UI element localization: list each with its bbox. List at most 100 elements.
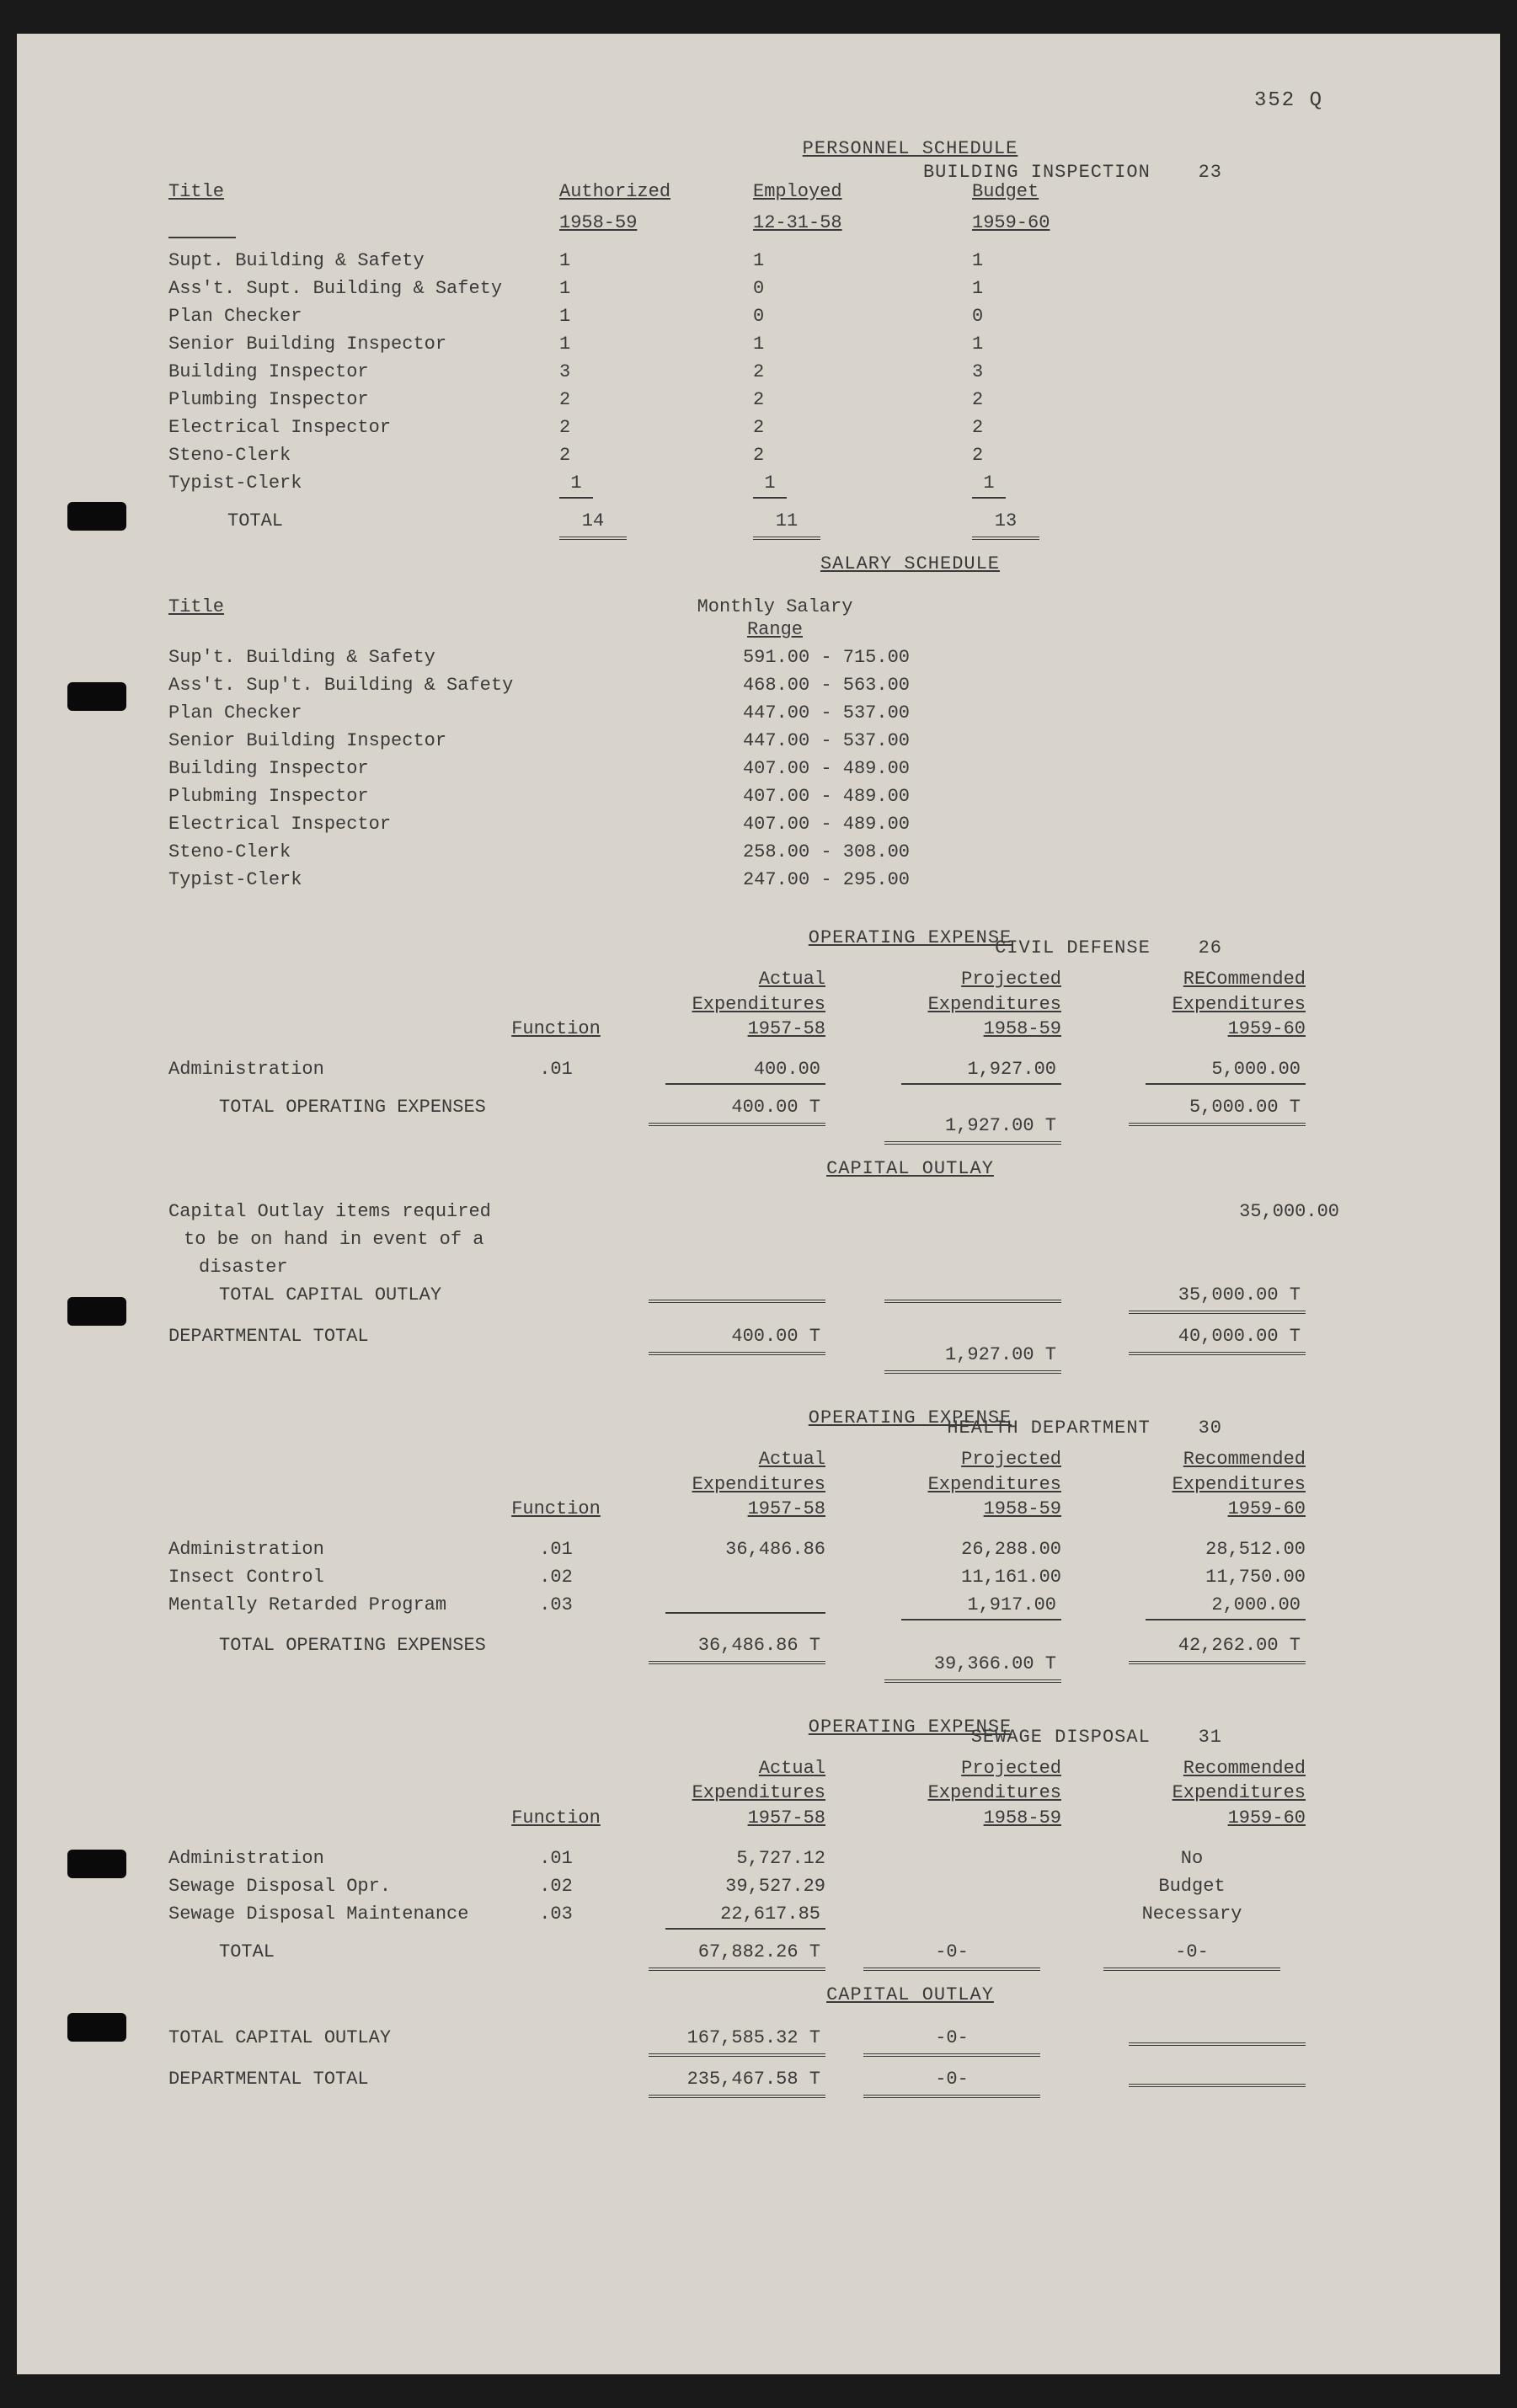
row-title: Typist-Clerk — [168, 469, 514, 499]
health-total-op: TOTAL OPERATING EXPENSES 36,486.86 T 39,… — [168, 1631, 1365, 1683]
section-title-sewage: OPERATING EXPENSE — [455, 1713, 1365, 1741]
sal-range: 591.00 - 715.00 — [640, 643, 910, 671]
sewage-op-header: Function Actual Expenditures 1957-58 Pro… — [168, 1756, 1365, 1831]
row-label: Administration — [168, 1055, 505, 1085]
row-func: .02 — [505, 1563, 606, 1591]
dept-health: HEALTH DEPARTMENT 30 — [947, 1414, 1222, 1442]
row-c3: No — [1078, 1845, 1314, 1872]
hdr-bud-year: 1959-60 — [972, 212, 1050, 233]
sal-title: Electrical Inspector — [168, 810, 640, 838]
note-l2: to be on hand in event of a — [168, 1225, 640, 1253]
hdr-c2b: Expenditures — [928, 994, 1061, 1015]
tot-c2: 1,927.00 T — [884, 1112, 1061, 1145]
row-func: .01 — [505, 1845, 606, 1872]
row-title: Electrical Inspector — [168, 414, 514, 441]
row-bud: 3 — [927, 358, 1120, 386]
sal-range: 447.00 - 537.00 — [640, 727, 910, 755]
personnel-total-row: TOTAL 14 11 13 — [168, 507, 1365, 540]
health-row: Insect Control.0211,161.0011,750.00 — [168, 1563, 1365, 1591]
tot-c2: 39,366.00 T — [884, 1650, 1061, 1683]
salary-subheader: Range — [168, 616, 1365, 643]
row-c1 — [606, 1563, 842, 1591]
row-emp: 1 — [708, 247, 927, 275]
personnel-row: Typist-Clerk111 — [168, 469, 1365, 499]
row-bud: 2 — [927, 386, 1120, 414]
sewage-rows: Administration.015,727.12NoSewage Dispos… — [168, 1845, 1365, 1930]
row-c3: 11,750.00 — [1078, 1563, 1314, 1591]
row-auth: 2 — [514, 386, 708, 414]
salary-row: Plubming Inspector407.00 - 489.00 — [168, 782, 1365, 810]
salary-rows: Sup't. Building & Safety591.00 - 715.00A… — [168, 643, 1365, 894]
personnel-rows: Supt. Building & Safety111Ass't. Supt. B… — [168, 247, 1365, 499]
salary-row: Building Inspector407.00 - 489.00 — [168, 755, 1365, 782]
row-emp: 2 — [708, 386, 927, 414]
dept-sewage: SEWAGE DISPOSAL 31 — [971, 1723, 1222, 1751]
row-title: Building Inspector — [168, 358, 514, 386]
tot-cap-c3: 35,000.00 T — [1129, 1281, 1306, 1314]
row-c1 — [606, 1591, 842, 1622]
sewage-total-cap: TOTAL CAPITAL OUTLAY 167,585.32 T -0- — [168, 2024, 1365, 2057]
row-auth: 3 — [514, 358, 708, 386]
dept-name: BUILDING INSPECTION — [923, 162, 1151, 183]
total-emp: 11 — [753, 507, 820, 540]
hdr-func: Function — [511, 1807, 601, 1829]
row-c2: 26,288.00 — [842, 1535, 1078, 1563]
dept-name: CIVIL DEFENSE — [995, 937, 1151, 958]
row-auth: 1 — [514, 275, 708, 302]
row-title: Plan Checker — [168, 302, 514, 330]
sal-hdr-range: Monthly Salary — [697, 596, 853, 617]
row-func: .03 — [505, 1900, 606, 1930]
row-title: Ass't. Supt. Building & Safety — [168, 275, 514, 302]
row-auth: 1 — [514, 247, 708, 275]
sal-range: 468.00 - 563.00 — [640, 671, 910, 699]
sewage-row: Administration.015,727.12No — [168, 1845, 1365, 1872]
hdr-c3a: RECommended — [1183, 969, 1306, 990]
row-func: .01 — [505, 1535, 606, 1563]
civil-total-cap: TOTAL CAPITAL OUTLAY 35,000.00 T — [168, 1281, 1365, 1314]
row-title: Steno-Clerk — [168, 441, 514, 469]
tot-c1: 67,882.26 T — [649, 1938, 825, 1971]
row-func: .01 — [505, 1055, 606, 1085]
hdr-c2a: Projected — [961, 969, 1061, 990]
row-auth: 1 — [514, 469, 708, 499]
tot-c1: 400.00 T — [649, 1093, 825, 1126]
sal-range: 247.00 - 295.00 — [640, 866, 910, 894]
row-auth: 1 — [514, 302, 708, 330]
row-title: Senior Building Inspector — [168, 330, 514, 358]
punch-hole — [67, 2013, 126, 2042]
sal-title: Plan Checker — [168, 699, 640, 727]
hdr-emp: Employed — [753, 181, 842, 202]
salary-row: Typist-Clerk247.00 - 295.00 — [168, 866, 1365, 894]
dept-c2: -0- — [863, 2065, 1040, 2098]
sewage-row: Sewage Disposal Maintenance.0322,617.85N… — [168, 1900, 1365, 1930]
health-row: Mentally Retarded Program.031,917.002,00… — [168, 1591, 1365, 1622]
note-l3: disaster — [168, 1253, 640, 1281]
civil-row-admin: Administration .01 400.00 1,927.00 5,000… — [168, 1055, 1365, 1085]
hdr-emp-date: 12-31-58 — [753, 212, 842, 233]
hdr-c3b: Expenditures — [1172, 994, 1306, 1015]
total-auth: 14 — [559, 507, 627, 540]
dept-tot-label: DEPARTMENTAL TOTAL — [168, 1322, 505, 1374]
salary-row: Plan Checker447.00 - 537.00 — [168, 699, 1365, 727]
tot-c3: -0- — [1103, 1938, 1280, 1971]
sal-hdr-title: Title — [168, 596, 224, 617]
hdr-func: Function — [511, 1498, 601, 1519]
section-title-civil-cap: CAPITAL OUTLAY — [455, 1155, 1365, 1183]
dept-number: 26 — [1199, 937, 1222, 958]
row-auth: 1 — [514, 330, 708, 358]
row-c2 — [842, 1845, 1078, 1872]
tot-cap-label: TOTAL CAPITAL OUTLAY — [168, 2024, 505, 2057]
row-c3: 28,512.00 — [1078, 1535, 1314, 1563]
sal-range: 407.00 - 489.00 — [640, 755, 910, 782]
dept-c2: 1,927.00 T — [884, 1341, 1061, 1374]
personnel-row: Building Inspector323 — [168, 358, 1365, 386]
sewage-total: TOTAL 67,882.26 T -0- -0- — [168, 1938, 1365, 1971]
hdr-func: Function — [511, 1018, 601, 1039]
row-label: Sewage Disposal Opr. — [168, 1872, 505, 1900]
row-label: Sewage Disposal Maintenance — [168, 1900, 505, 1930]
row-bud: 1 — [927, 247, 1120, 275]
health-rows: Administration.0136,486.8626,288.0028,51… — [168, 1535, 1365, 1622]
dept-number: 23 — [1199, 162, 1222, 183]
salary-row: Sup't. Building & Safety591.00 - 715.00 — [168, 643, 1365, 671]
personnel-row: Electrical Inspector222 — [168, 414, 1365, 441]
